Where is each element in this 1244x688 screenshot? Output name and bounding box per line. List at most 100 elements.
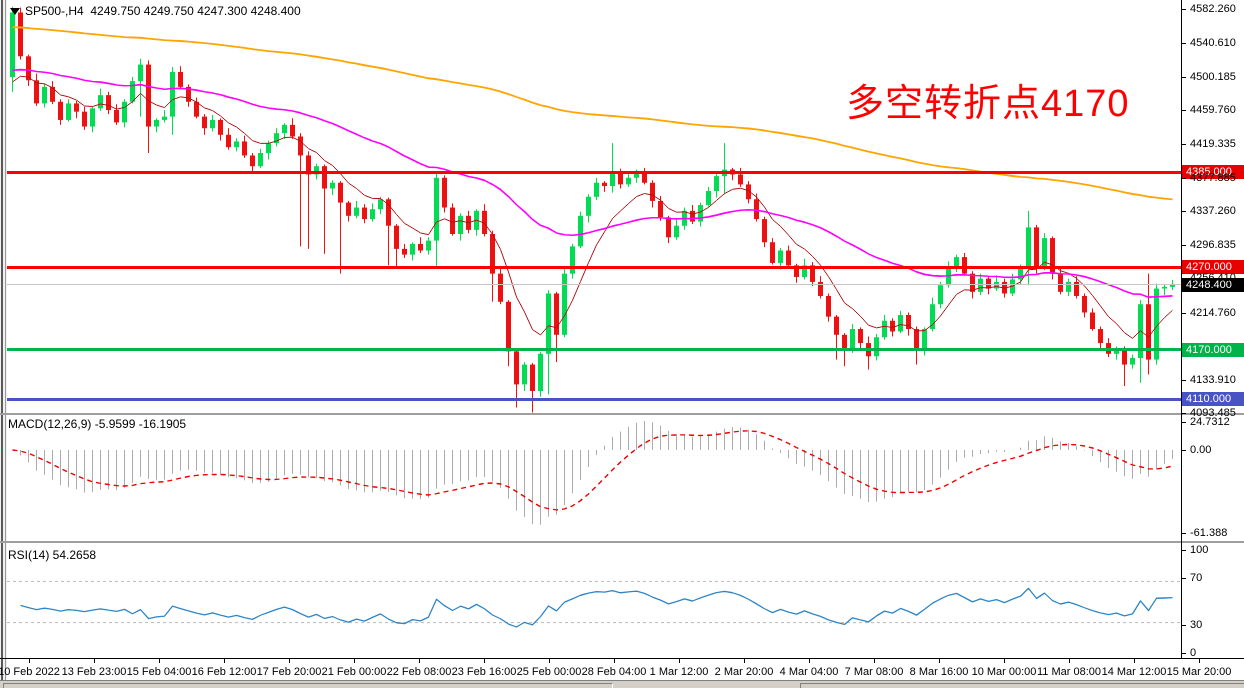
time-axis-label: 11 Mar 08:00 xyxy=(1036,666,1102,678)
main-price-chart[interactable] xyxy=(0,0,1181,414)
indicator-axis-tick xyxy=(1181,653,1186,654)
time-axis-label: 15 Mar 20:00 xyxy=(1166,666,1232,678)
quote-close: 4248.400 xyxy=(250,4,301,18)
price-axis-label: 4296.835 xyxy=(1190,238,1236,251)
indicator-axis-tick xyxy=(1181,550,1186,551)
price-axis-label: 4214.760 xyxy=(1190,306,1236,319)
indicator-axis-label: 0 xyxy=(1190,647,1197,659)
indicator-axis-label: 100 xyxy=(1190,544,1209,556)
time-axis-tick xyxy=(29,659,30,663)
macd-label: MACD(12,26,9) -5.9599 -16.1905 xyxy=(8,417,187,431)
quote-high: 4249.750 xyxy=(143,4,194,18)
price-axis-tick xyxy=(1181,379,1186,381)
price-axis-label: 4256.410 xyxy=(1190,272,1236,285)
pane-separator-rsi[interactable] xyxy=(0,541,1244,543)
time-axis-label: 15 Feb 04:00 xyxy=(126,666,192,678)
symbol-marker-icon xyxy=(10,8,20,16)
indicator-axis-tick xyxy=(1181,625,1186,626)
indicator-axis-tick xyxy=(1181,578,1186,579)
horizontal-level-line-4270.000[interactable] xyxy=(7,265,1181,269)
time-axis-tick xyxy=(159,659,160,663)
indicator-axis-tick xyxy=(1181,533,1186,534)
time-axis-label: 2 Mar 20:00 xyxy=(714,666,774,678)
window-bottom-edge xyxy=(0,680,1244,688)
horizontal-level-line-4248.400[interactable] xyxy=(7,284,1181,286)
indicator-axis-tick xyxy=(1181,422,1186,423)
price-badge-4110.000: 4110.000 xyxy=(1182,392,1244,407)
time-axis-tick xyxy=(1199,659,1200,663)
time-axis-tick xyxy=(484,659,485,663)
time-axis-tick xyxy=(289,659,290,663)
time-axis-tick xyxy=(354,659,355,663)
price-badge-4385.000: 4385.000 xyxy=(1182,165,1244,179)
price-axis-label: 4419.335 xyxy=(1190,137,1236,150)
price-axis-label: 4459.760 xyxy=(1190,104,1236,117)
time-axis-tick xyxy=(1004,659,1005,663)
price-axis-tick xyxy=(1181,312,1186,314)
price-axis-tick xyxy=(1181,211,1186,213)
rsi-indicator-pane[interactable] xyxy=(0,543,1181,657)
price-axis-label: 4133.910 xyxy=(1190,373,1236,386)
time-axis-tick xyxy=(94,659,95,663)
price-badge-4248.400: 4248.400 xyxy=(1182,277,1244,292)
time-axis-tick xyxy=(679,659,680,663)
symbol-timeframe: SP500-,H4 xyxy=(25,4,84,18)
price-axis-label: 4337.260 xyxy=(1190,205,1236,218)
price-axis-separator xyxy=(1181,0,1182,658)
price-axis-tick xyxy=(1181,244,1186,246)
price-axis-tick xyxy=(1181,177,1186,179)
time-axis-tick xyxy=(1134,659,1135,663)
macd-indicator-pane[interactable] xyxy=(0,415,1181,542)
time-axis-tick xyxy=(874,659,875,663)
rsi-label: RSI(14) 54.2658 xyxy=(8,548,97,562)
time-axis-label: 10 Mar 00:00 xyxy=(971,666,1037,678)
time-axis-label: 21 Feb 00:00 xyxy=(321,666,387,678)
horizontal-level-line-4385.000[interactable] xyxy=(7,170,1181,174)
indicator-axis-label: 70 xyxy=(1190,572,1203,584)
time-axis-tick xyxy=(419,659,420,663)
price-axis-tick xyxy=(1181,43,1186,45)
time-axis-separator xyxy=(0,658,1244,659)
time-axis-label: 13 Feb 23:00 xyxy=(61,666,127,678)
time-axis-label: 16 Feb 12:00 xyxy=(191,666,257,678)
time-axis-label: 22 Feb 08:00 xyxy=(386,666,452,678)
time-axis-tick xyxy=(744,659,745,663)
pane-separator-macd[interactable] xyxy=(0,413,1244,415)
indicator-axis-label: 0.00 xyxy=(1190,444,1212,456)
quote-open: 4249.750 xyxy=(90,4,141,18)
time-axis-label: 28 Feb 04:00 xyxy=(581,666,647,678)
price-axis-label: 4582.260 xyxy=(1190,2,1236,15)
annotation-text[interactable]: 多空转折点4170 xyxy=(846,83,1130,125)
time-axis-label: 1 Mar 12:00 xyxy=(649,666,709,678)
price-axis-label: 4540.610 xyxy=(1190,37,1236,50)
indicator-axis-label: 24.7312 xyxy=(1190,416,1230,428)
indicator-axis-label: 30 xyxy=(1190,619,1203,631)
price-axis-tick xyxy=(1181,143,1186,145)
price-badge-4270.000: 4270.000 xyxy=(1182,260,1244,275)
time-axis-label: 23 Feb 16:00 xyxy=(451,666,517,678)
price-axis-tick xyxy=(1181,412,1186,414)
time-axis-label: 17 Feb 20:00 xyxy=(256,666,322,678)
price-axis-label: 4500.185 xyxy=(1190,70,1236,83)
indicator-axis-tick xyxy=(1181,450,1186,451)
price-axis-tick xyxy=(1181,8,1186,10)
time-axis-tick xyxy=(1069,659,1070,663)
price-axis-tick xyxy=(1181,76,1186,78)
price-axis-tick xyxy=(1181,110,1186,112)
indicator-axis-label: -61.388 xyxy=(1190,527,1228,539)
horizontal-level-line-4110.000[interactable] xyxy=(7,397,1181,401)
time-axis-label: 25 Feb 00:00 xyxy=(516,666,582,678)
time-axis-label: 8 Mar 16:00 xyxy=(909,666,969,678)
price-axis-label: 4377.885 xyxy=(1190,171,1236,184)
time-axis-label: 14 Mar 12:00 xyxy=(1101,666,1167,678)
price-badge-4170.000: 4170.000 xyxy=(1182,342,1244,357)
quote-low: 4247.300 xyxy=(197,4,248,18)
time-axis-label: 4 Mar 04:00 xyxy=(779,666,839,678)
price-axis-tick xyxy=(1181,278,1186,280)
chart-title: SP500-,H4 4249.750 4249.750 4247.300 424… xyxy=(10,4,301,18)
time-axis-tick xyxy=(809,659,810,663)
time-axis-tick xyxy=(224,659,225,663)
time-axis-label: 7 Mar 08:00 xyxy=(844,666,904,678)
horizontal-level-line-4170.000[interactable] xyxy=(7,348,1181,352)
time-axis-tick xyxy=(939,659,940,663)
